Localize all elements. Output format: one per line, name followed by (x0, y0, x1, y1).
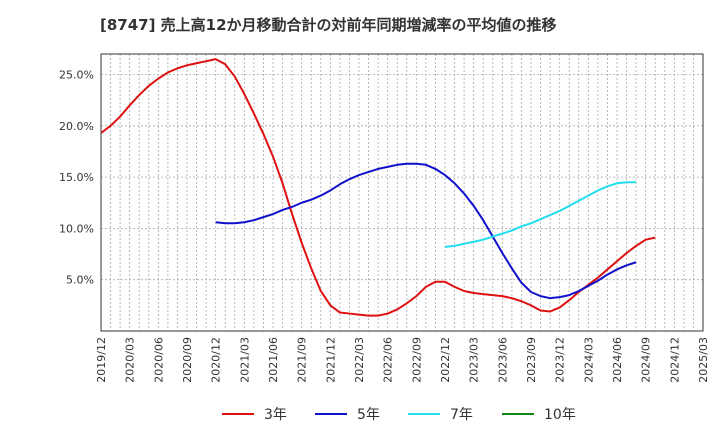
x-tick-label: 2024/06 (611, 337, 624, 383)
series-line-3年 (100, 58, 656, 317)
legend: 3年 5年 7年 10年 (222, 407, 576, 423)
plot-frame (100, 53, 704, 332)
x-tick-label: 2019/12 (95, 337, 108, 383)
legend-label: 3年 (264, 407, 287, 423)
x-tick-label: 2021/12 (324, 337, 337, 383)
x-tick-label: 2022/03 (353, 337, 366, 383)
legend-label: 10年 (544, 407, 576, 423)
x-tick-label: 2022/12 (439, 337, 452, 383)
chart-title: [8747] 売上高12か月移動合計の対前年同期増減率の平均値の推移 (100, 16, 557, 34)
x-tick-label: 2024/12 (668, 337, 681, 383)
x-tick-label: 2023/12 (554, 337, 567, 383)
series-lines (100, 58, 656, 317)
x-tick-label: 2024/09 (640, 337, 653, 383)
y-tick-label: 20.0% (59, 120, 94, 133)
x-tick-label: 2023/03 (468, 337, 481, 383)
x-tick-label: 2021/06 (267, 337, 280, 383)
x-tick-label: 2025/03 (697, 337, 710, 383)
y-tick-label: 25.0% (59, 69, 94, 82)
x-tick-label: 2023/09 (525, 337, 538, 383)
x-tick-label: 2021/03 (238, 337, 251, 383)
legend-label: 5年 (357, 407, 380, 423)
y-axis-labels: 5.0% 10.0% 15.0% 20.0% 25.0% (59, 69, 94, 287)
x-tick-label: 2022/06 (382, 337, 395, 383)
series-line-5年 (215, 162, 637, 300)
x-tick-label: 2020/09 (181, 337, 194, 383)
x-tick-label: 2021/09 (296, 337, 309, 383)
x-tick-label: 2022/09 (410, 337, 423, 383)
x-tick-label: 2020/06 (152, 337, 165, 383)
y-tick-label: 10.0% (59, 222, 94, 235)
y-tick-label: 5.0% (66, 274, 94, 287)
legend-label: 7年 (450, 407, 473, 423)
x-tick-label: 2024/03 (582, 337, 595, 383)
x-tick-label: 2023/06 (496, 337, 509, 383)
series-line-7年 (444, 181, 637, 248)
x-axis-labels: 2019/12 2020/03 2020/06 2020/09 2020/12 2021/… (95, 337, 710, 383)
x-tick-label: 2020/03 (124, 337, 137, 383)
y-tick-label: 15.0% (59, 171, 94, 184)
x-tick-label: 2020/12 (210, 337, 223, 383)
grid (101, 54, 703, 331)
